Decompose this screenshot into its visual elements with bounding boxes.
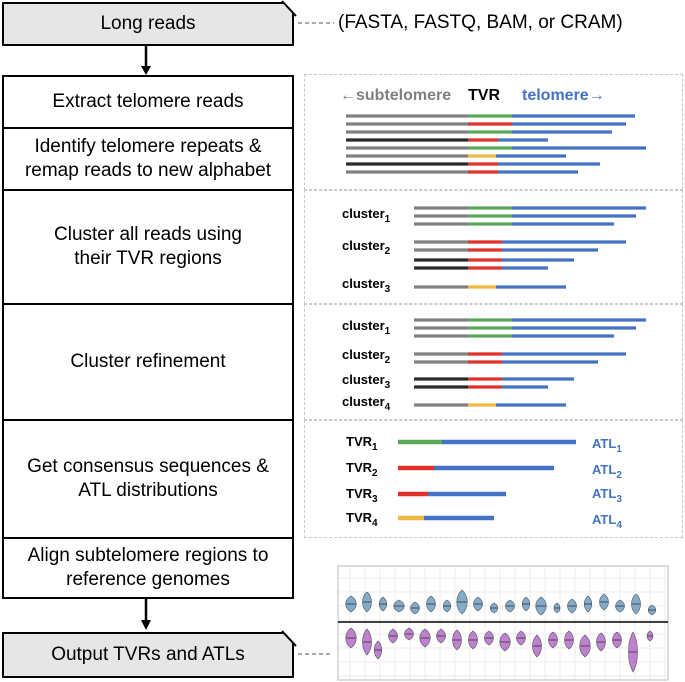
output-step: Output TVRs and ATLs	[2, 632, 294, 678]
arrow-down-1	[141, 46, 151, 75]
consensus-step: Get consensus sequences & ATL distributi…	[2, 419, 294, 539]
consensus-bars	[398, 439, 576, 521]
identify-step: Identify telomere repeats & remap reads …	[2, 127, 294, 191]
read-lines	[346, 114, 646, 174]
input-connector	[298, 22, 334, 24]
violin-plot	[337, 565, 669, 681]
cluster-read-lines	[414, 206, 646, 289]
tvr-label-2: TVR2	[346, 460, 378, 479]
tvr-header: TVR	[468, 87, 500, 104]
refined-cluster-label-3: cluster3	[342, 372, 391, 391]
cluster-panel	[304, 190, 683, 304]
cluster-label-2: cluster2	[342, 238, 391, 257]
align-step: Align subtelomere regions to reference g…	[2, 537, 294, 599]
atl-label-4: ATL4	[592, 512, 622, 531]
subtelomere-header: ←subtelomere	[340, 87, 451, 104]
refined-read-lines	[414, 318, 646, 407]
align-label: Align subtelomere regions to reference g…	[27, 545, 269, 590]
violins	[345, 589, 657, 673]
reads-panel	[304, 74, 683, 190]
refined-cluster-label-4: cluster4	[342, 394, 391, 413]
input-label: Long reads	[100, 13, 196, 34]
output-tag-notch	[280, 630, 297, 647]
atl-label-2: ATL2	[592, 462, 622, 481]
consensus-panel	[304, 420, 683, 538]
refined-cluster-label-1: cluster1	[342, 318, 391, 337]
consensus-label: Get consensus sequences & ATL distributi…	[27, 456, 269, 501]
output-connector	[298, 653, 332, 655]
extract-label: Extract telomere reads	[52, 91, 244, 112]
arrow-down-2	[141, 598, 151, 630]
input-tag-notch	[280, 0, 297, 17]
output-label: Output TVRs and ATLs	[51, 644, 245, 665]
cluster-label-3: cluster3	[342, 276, 391, 295]
cluster-label-1: cluster1	[342, 206, 391, 225]
identify-label: Identify telomere repeats & remap reads …	[24, 136, 272, 181]
input-formats-note: (FASTA, FASTQ, BAM, or CRAM)	[338, 12, 623, 33]
refine-panel	[304, 304, 683, 420]
input-step: Long reads	[2, 2, 294, 46]
telomere-header: telomere→	[522, 87, 605, 104]
atl-label-1: ATL1	[592, 436, 622, 455]
refine-label: Cluster refinement	[70, 351, 226, 372]
atl-label-3: ATL3	[592, 486, 622, 505]
refined-cluster-label-2: cluster2	[342, 347, 391, 366]
tvr-label-1: TVR1	[346, 434, 378, 453]
tvr-label-4: TVR4	[346, 510, 378, 529]
tvr-label-3: TVR3	[346, 486, 378, 505]
cluster-label: Cluster all reads using their TVR region…	[54, 224, 242, 269]
